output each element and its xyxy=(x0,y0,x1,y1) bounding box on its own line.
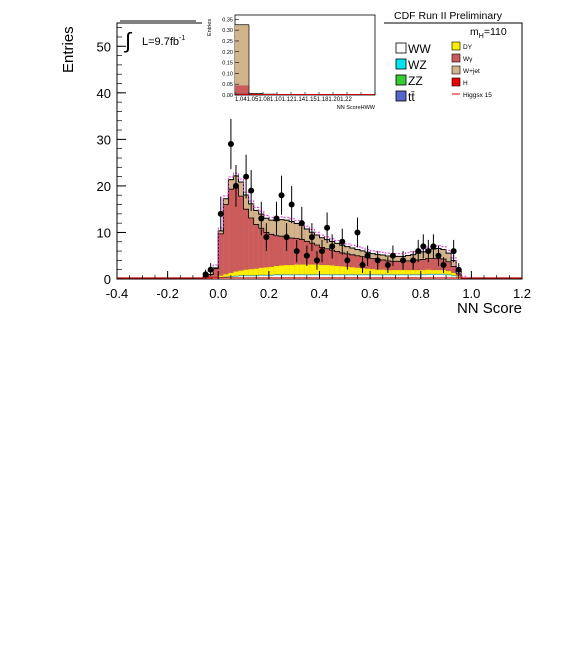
data-point xyxy=(314,257,320,263)
y-tick-label: 50 xyxy=(97,39,111,54)
legend-label: H xyxy=(463,80,468,87)
data-point xyxy=(263,234,269,240)
data-point xyxy=(324,225,330,231)
legend-label: W+jet xyxy=(463,68,480,75)
x-tick-label: 0.0 xyxy=(209,286,227,301)
cdf-header: CDF Run II Preliminary xyxy=(394,10,503,22)
data-point xyxy=(441,262,447,268)
luminosity-text: L=9.7fb-1 xyxy=(142,35,185,48)
data-point xyxy=(365,253,371,259)
y-axis-title: Entries xyxy=(60,26,77,73)
data-point xyxy=(430,243,436,249)
data-point xyxy=(339,239,345,245)
data-point xyxy=(319,248,325,254)
inset-y-tick-label: 0.25 xyxy=(222,39,233,45)
inset-y-tick-label: 0.35 xyxy=(222,17,233,23)
x-tick-label: 0.2 xyxy=(260,286,278,301)
data-point xyxy=(279,192,285,198)
legend-label: Wγ xyxy=(463,56,473,63)
data-point xyxy=(456,267,462,273)
legend-swatch xyxy=(396,59,406,69)
inset-x-ticks: 1.041.051.081.101.121.141.151.181.201.22 xyxy=(235,97,352,103)
inset-y-tick-label: 0.30 xyxy=(222,28,233,34)
data-point xyxy=(243,174,249,180)
legend-swatch xyxy=(452,66,460,74)
legend: WW WZ ZZ tt̄ DY Wγ W+jet H Higgsx 15 xyxy=(392,38,498,104)
data-point xyxy=(258,215,264,221)
data-point xyxy=(385,262,391,268)
data-point xyxy=(233,183,239,189)
data-point xyxy=(390,253,396,259)
data-point xyxy=(273,215,279,221)
data-point xyxy=(420,243,426,249)
data-point xyxy=(415,248,421,254)
legend-swatch xyxy=(452,42,460,50)
y-tick-label: 0 xyxy=(104,272,111,287)
data-point xyxy=(299,220,305,226)
inset-bar-wgamma xyxy=(235,85,249,94)
stack-bar-w- xyxy=(223,205,228,279)
data-point xyxy=(248,188,254,194)
inset-y-tick-label: 0.00 xyxy=(222,93,233,99)
x-tick-label: -0.4 xyxy=(106,286,128,301)
mass-label: mH=110 xyxy=(470,26,507,40)
inset-y-tick-label: 0.10 xyxy=(222,71,233,77)
data-point xyxy=(289,202,295,208)
legend-label: DY xyxy=(463,44,473,51)
legend-label: tt̄ xyxy=(408,90,415,104)
data-point xyxy=(228,141,234,147)
legend-swatch xyxy=(452,54,460,62)
x-axis-title: NN Score xyxy=(457,300,522,317)
x-tick-label: 1.2 xyxy=(513,286,531,301)
x-tick-label: 1.0 xyxy=(462,286,480,301)
y-tick-label: 30 xyxy=(97,132,111,147)
data-point xyxy=(344,257,350,263)
inset-y-tick-label: 0.15 xyxy=(222,61,233,67)
x-tick-label: -0.2 xyxy=(156,286,178,301)
legend-swatch xyxy=(396,91,406,101)
inset-plot: 0.00 0.05 0.10 0.15 0.20 0.25 0.30 0.35 Entries… xyxy=(202,9,384,113)
legend-label: WZ xyxy=(408,58,427,72)
x-tick-label: 0.6 xyxy=(361,286,379,301)
y-tick-label: 40 xyxy=(97,86,111,101)
x-tick-label: 0.4 xyxy=(310,286,328,301)
stack-bar-w- xyxy=(228,189,233,279)
data-point xyxy=(435,253,441,259)
legend-label: WW xyxy=(408,42,431,56)
stack-bar-w- xyxy=(239,196,244,279)
stack-bar-w- xyxy=(244,209,249,279)
legend-swatch xyxy=(396,75,406,85)
data-point xyxy=(329,243,335,249)
y-tick-label: 10 xyxy=(97,225,111,240)
data-point xyxy=(354,229,360,235)
data-point xyxy=(284,234,290,240)
data-point xyxy=(360,262,366,268)
data-point xyxy=(208,267,214,273)
legend-swatch xyxy=(396,43,406,53)
data-point xyxy=(375,257,381,263)
legend-label: ZZ xyxy=(408,74,423,88)
inset-bar-wjet xyxy=(235,25,249,86)
data-point xyxy=(425,248,431,254)
data-point xyxy=(410,257,416,263)
data-point xyxy=(451,248,457,254)
inset-y-tick-label: 0.20 xyxy=(222,50,233,56)
data-point xyxy=(400,257,406,263)
legend-label: Higgsx 15 xyxy=(463,92,492,99)
inset-y-tick-label: 0.05 xyxy=(222,82,233,88)
data-point xyxy=(309,234,315,240)
inset-y-title: Entries xyxy=(207,19,213,36)
data-point xyxy=(304,253,310,259)
stack-bar-w- xyxy=(218,234,223,279)
y-tick-label: 20 xyxy=(97,179,111,194)
data-point xyxy=(294,248,300,254)
inset-x-title: NN ScoreHWW xyxy=(337,105,376,111)
data-point xyxy=(218,211,224,217)
legend-swatch xyxy=(452,78,460,86)
x-tick-label: 0.8 xyxy=(412,286,430,301)
